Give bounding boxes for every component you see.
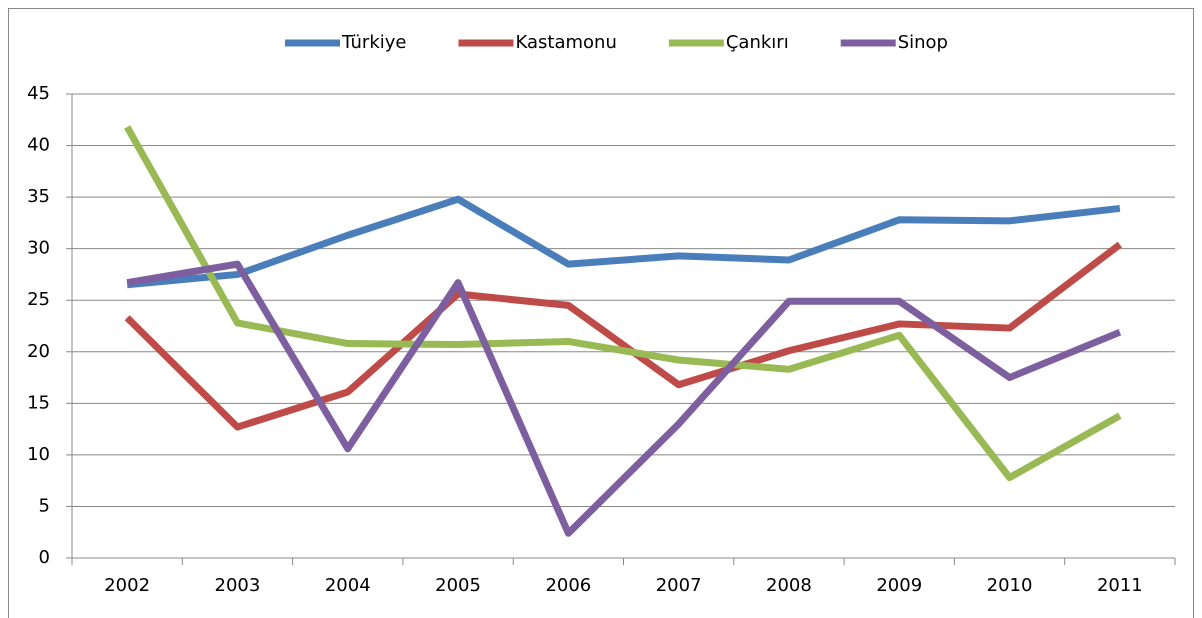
y-tick-label: 20 — [27, 341, 50, 362]
y-tick-label: 35 — [27, 186, 50, 207]
chart-border — [8, 8, 1194, 618]
x-tick-label: 2003 — [215, 575, 261, 596]
x-tick-label: 2007 — [656, 575, 702, 596]
x-tick-label: 2006 — [545, 575, 591, 596]
x-tick-label: 2004 — [325, 575, 371, 596]
y-tick-label: 15 — [27, 392, 50, 413]
legend-label: Kastamonu — [516, 32, 617, 53]
x-tick-label: 2011 — [1097, 575, 1143, 596]
x-tick-label: 2008 — [766, 575, 812, 596]
series-line — [126, 195, 1121, 289]
y-tick-label: 40 — [27, 135, 50, 156]
y-tick-label: 45 — [27, 83, 50, 104]
x-tick-label: 2005 — [435, 575, 481, 596]
legend-label: Çankırı — [726, 32, 789, 53]
series-line — [124, 125, 1122, 482]
series-line — [126, 260, 1122, 537]
x-tick-label: 2010 — [987, 575, 1033, 596]
legend-label: Sinop — [898, 32, 948, 53]
y-tick-label: 0 — [39, 547, 50, 568]
series-line — [124, 241, 1122, 431]
y-tick-label: 30 — [27, 238, 50, 259]
legend-label: Türkiye — [341, 32, 407, 53]
y-tick-label: 5 — [39, 495, 50, 516]
x-tick-label: 2002 — [104, 575, 150, 596]
y-tick-label: 10 — [27, 444, 50, 465]
y-tick-label: 25 — [27, 289, 50, 310]
x-tick-label: 2009 — [876, 575, 922, 596]
